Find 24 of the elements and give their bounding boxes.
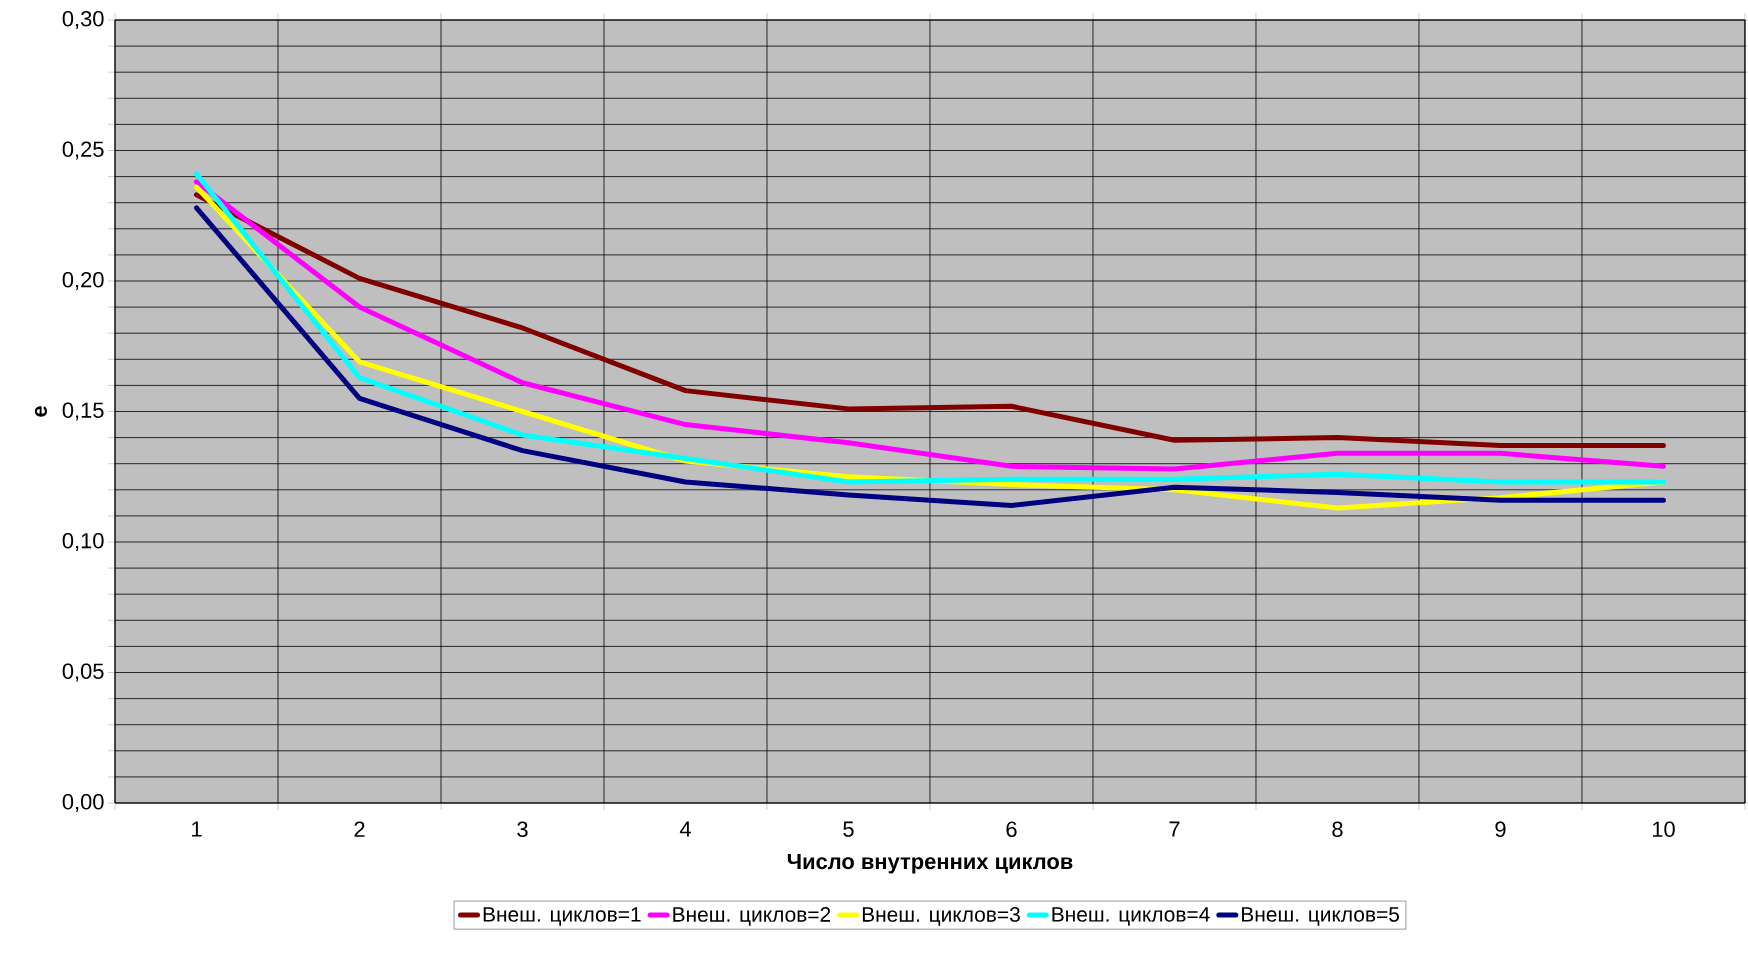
legend-label: Внеш. циклов=5	[1242, 907, 1400, 926]
x-tick-label: 9	[1495, 821, 1506, 838]
y-tick-label: 0,20	[62, 271, 104, 291]
x-tick-label: 3	[517, 821, 528, 838]
legend-label: Внеш. циклов=3	[862, 907, 1020, 926]
x-tick-label: 1	[192, 821, 202, 837]
x-tick-label: 6	[1006, 821, 1017, 838]
x-tick-label: 8	[1332, 821, 1343, 838]
legend-label: Внеш. циклов=4	[1052, 907, 1210, 926]
legend-label: Внеш. циклов=2	[673, 907, 831, 926]
y-tick-label: 0,05	[62, 663, 104, 682]
y-tick-label: 0,10	[62, 532, 104, 552]
y-tick-label: 0,00	[62, 793, 104, 813]
x-tick-label: 7	[1169, 821, 1180, 837]
x-tick-label: 5	[843, 821, 854, 837]
y-axis-title: e	[34, 406, 47, 417]
y-tick-label: 0,25	[62, 141, 104, 160]
x-tick-label: 4	[679, 821, 691, 837]
x-tick-label: 10	[1652, 821, 1675, 838]
x-axis-title: Число внутренних циклов	[787, 853, 1073, 874]
y-tick-label: 0,15	[62, 402, 104, 421]
y-tick-label: 0,30	[62, 10, 104, 30]
legend-label: Внеш. циклов=1	[483, 907, 641, 926]
x-tick-label: 2	[354, 821, 365, 837]
